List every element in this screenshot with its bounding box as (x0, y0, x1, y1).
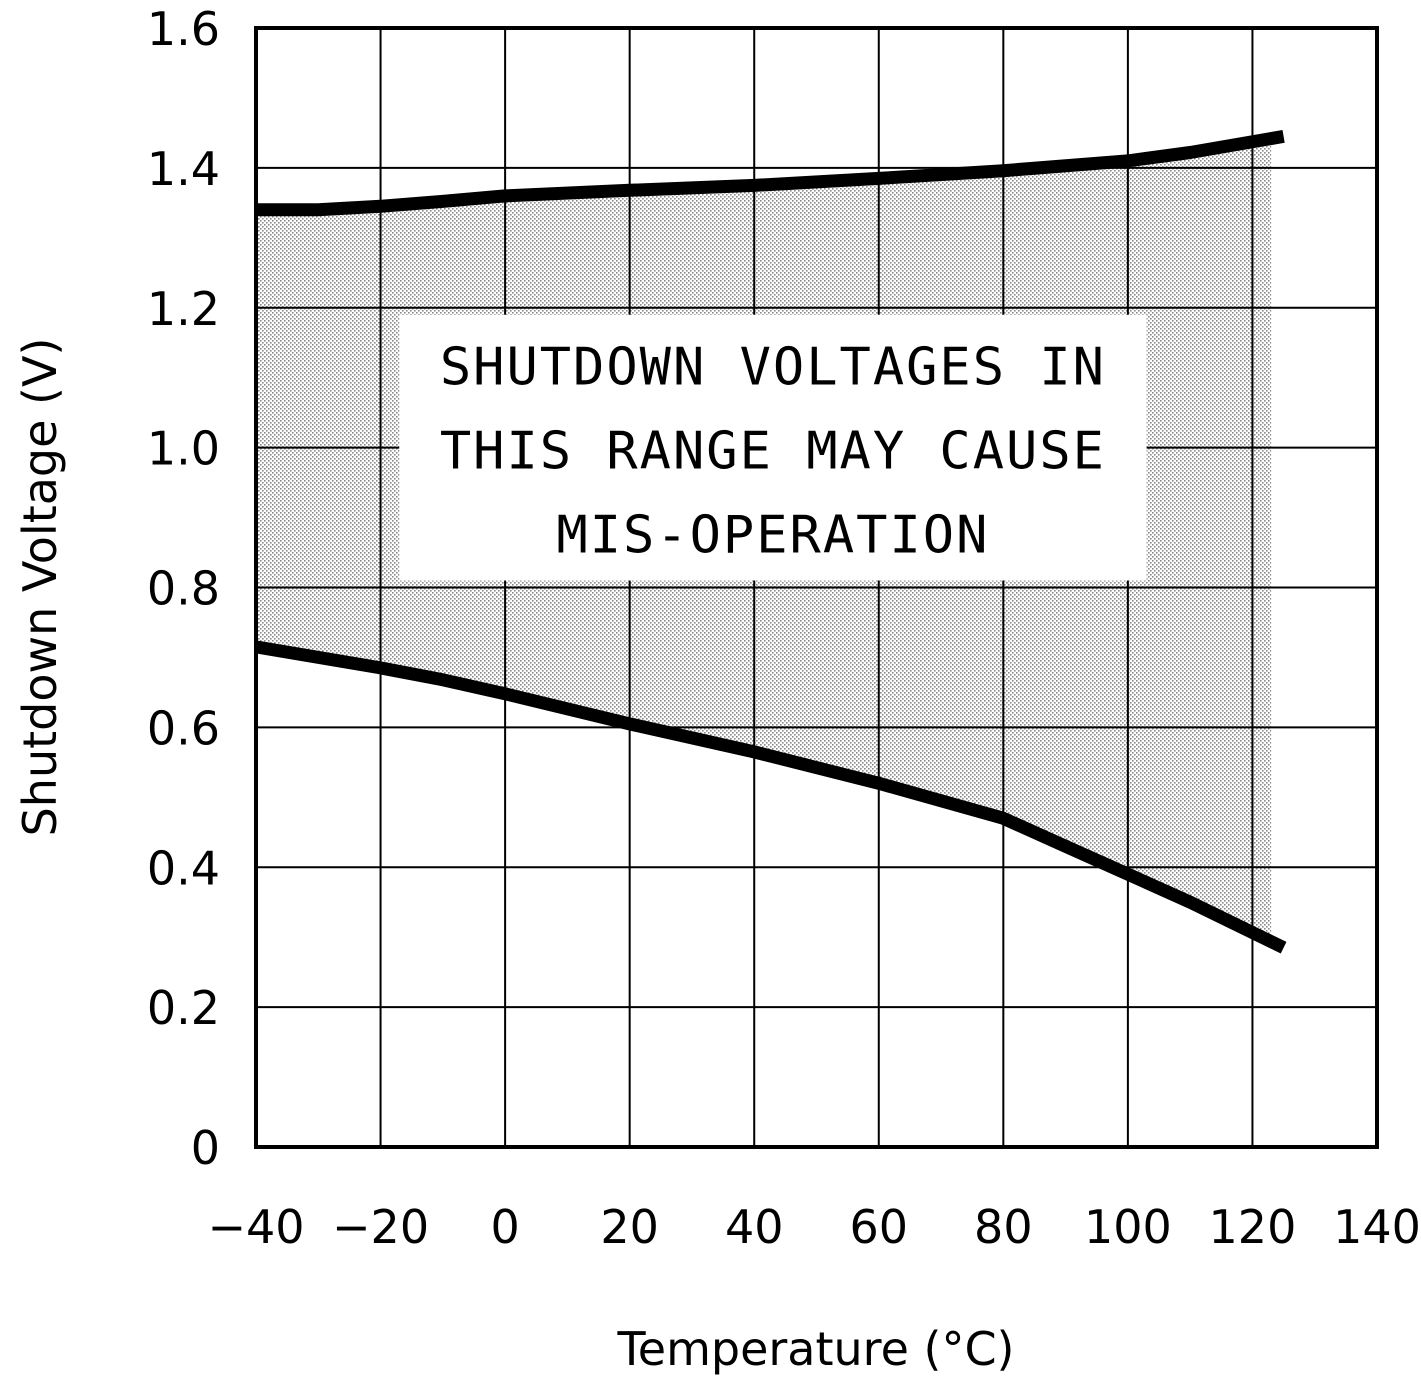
y-tick-label: 1.4 (147, 142, 220, 196)
upper-curve (256, 129, 1285, 217)
lower-curve (254, 640, 1287, 954)
y-tick-label: 0 (191, 1121, 220, 1175)
x-tick-label: 20 (600, 1200, 659, 1254)
y-tick-label: 0.6 (147, 701, 220, 755)
y-tick-label: 0.4 (147, 841, 220, 895)
x-tick-label: 100 (1084, 1200, 1172, 1254)
y-tick-label: 0.2 (147, 981, 220, 1035)
x-tick-label: −20 (332, 1200, 429, 1254)
annotation-text-line: SHUTDOWN VOLTAGES IN (440, 338, 1106, 398)
x-tick-label: 60 (850, 1200, 909, 1254)
x-tick-label: 120 (1209, 1200, 1297, 1254)
annotation-text-line: MIS-OPERATION (556, 506, 989, 566)
x-axis-title: Temperature (°C) (616, 1322, 1014, 1376)
plot-frame (254, 26, 1379, 1149)
y-tick-label: 1.0 (147, 422, 220, 476)
x-tick-label: 140 (1333, 1200, 1421, 1254)
y-tick-label: 0.8 (147, 562, 220, 616)
x-tick-label: 0 (490, 1200, 519, 1254)
annotation-box (399, 314, 1147, 581)
x-tick-label: 80 (974, 1200, 1033, 1254)
x-tick-label: 40 (725, 1200, 784, 1254)
y-tick-label: 1.6 (147, 2, 220, 56)
x-tick-label: −40 (207, 1200, 304, 1254)
y-tick-label: 1.2 (147, 282, 220, 336)
y-axis-title: Shutdown Voltage (V) (13, 338, 67, 837)
annotation-text-line: THIS RANGE MAY CAUSE (440, 422, 1106, 482)
